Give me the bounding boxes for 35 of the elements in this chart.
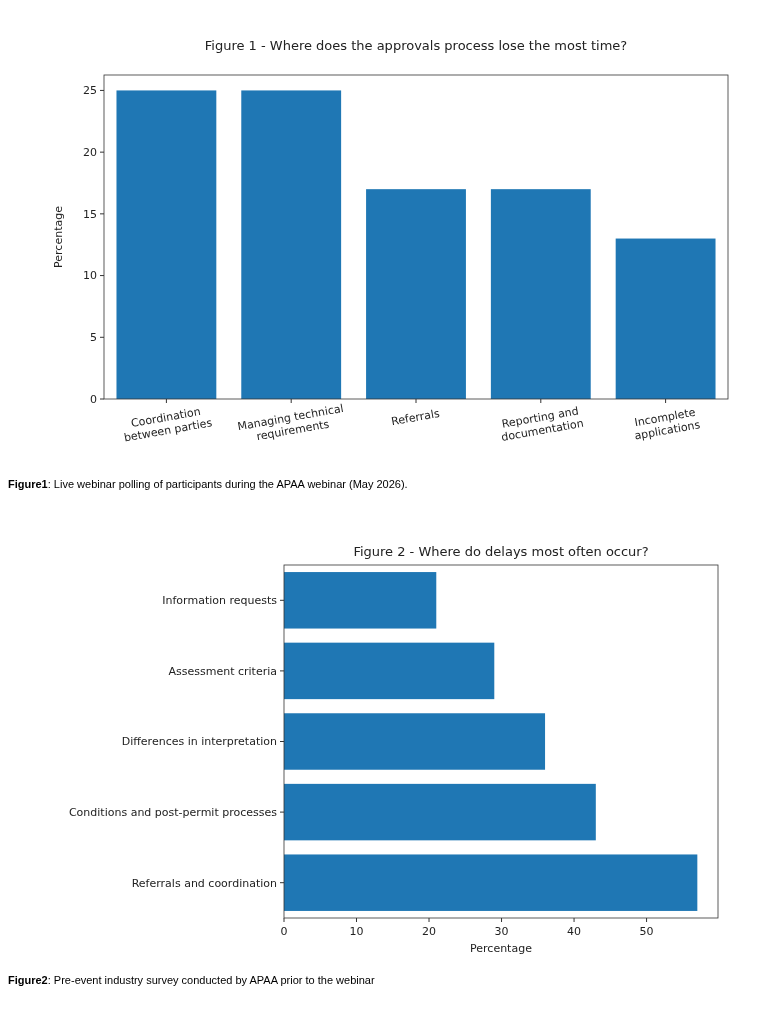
chart-title: Figure 2 - Where do delays most often occur? [353,544,649,559]
y-tick-label: 5 [90,331,97,345]
bar [284,713,546,770]
caption: Figure1: Live webinar polling of participants during the APAA webinar (May 2026). [8,478,408,490]
y-tick-label: 15 [83,207,97,221]
bar [490,189,591,399]
bar [366,189,466,399]
y-tick-label: 25 [83,84,97,98]
y-tick-label: Referrals and coordination [131,876,278,890]
x-tick-label: 30 [494,925,509,938]
chart-title: Figure 1 - Where does the approvals process lose the most time? [204,38,628,53]
bar [241,90,342,399]
bar [284,854,698,911]
y-tick-label: Differences in interpretation [121,735,278,749]
bar [284,642,495,700]
bar [116,90,217,399]
x-tick-label: Coordination between parties [123,405,214,445]
bar [615,238,716,399]
x-tick-label: 50 [639,925,654,938]
y-tick-label: Information requests [162,594,278,608]
x-axis-title: Percentage [470,942,533,955]
y-tick-label: 0 [90,392,97,406]
x-tick-label: Referrals [390,406,441,429]
y-tick-label: 20 [83,145,97,159]
bar [284,783,596,841]
x-tick-label: 20 [422,925,437,938]
y-tick-label: Conditions and post-permit processes [68,805,278,819]
x-tick-label: 0 [280,925,288,938]
x-tick-label: 40 [567,925,582,938]
y-tick-label: Assessment criteria [168,664,277,678]
caption: Figure2: Pre-event industry survey conducted by APAA prior to the webinar [8,974,375,986]
x-tick-label: 10 [349,925,364,938]
y-axis-title: Percentage [52,205,65,268]
y-tick-label: 10 [83,269,97,283]
bar [284,572,437,629]
